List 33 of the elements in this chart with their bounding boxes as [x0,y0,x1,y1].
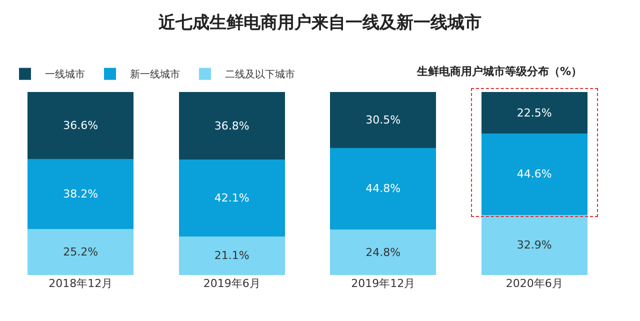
bar [28,92,134,160]
data-label: 25.2% [63,245,98,258]
legend-label: 一线城市 [45,68,85,81]
data-label: 42.1% [214,191,250,204]
bar [330,92,436,148]
bar [481,214,588,275]
bar [330,230,436,275]
data-label: 22.5% [516,106,552,120]
bar [28,159,134,229]
x-tick-label: 2019年12月 [351,277,416,290]
bar [330,148,436,230]
chart-title: 近七成生鲜电商用户来自一线及新一线城市 [158,12,482,33]
x-tick-label: 2019年6月 [203,277,260,290]
bar [178,92,285,160]
bar [481,92,588,134]
chart-subtitle: 生鲜电商用户城市等级分布（%） [416,64,582,79]
bar [481,133,588,215]
data-label: 24.8% [366,246,401,259]
data-label: 38.2% [63,188,98,201]
data-label: 44.6% [516,168,552,181]
x-tick-label: 2020年6月 [506,277,563,290]
legend-label: 新一线城市 [130,68,180,81]
data-label: 21.1% [214,249,250,262]
bar [178,236,285,275]
legend-label: 二线及以下城市 [225,68,295,81]
data-label: 32.9% [516,238,552,252]
bar [178,159,285,236]
data-label: 30.5% [366,113,401,126]
data-label: 36.6% [63,119,98,132]
bar [28,228,134,275]
data-label: 36.8% [214,119,250,132]
x-tick-label: 2018年12月 [48,277,113,290]
data-label: 44.8% [366,182,401,196]
